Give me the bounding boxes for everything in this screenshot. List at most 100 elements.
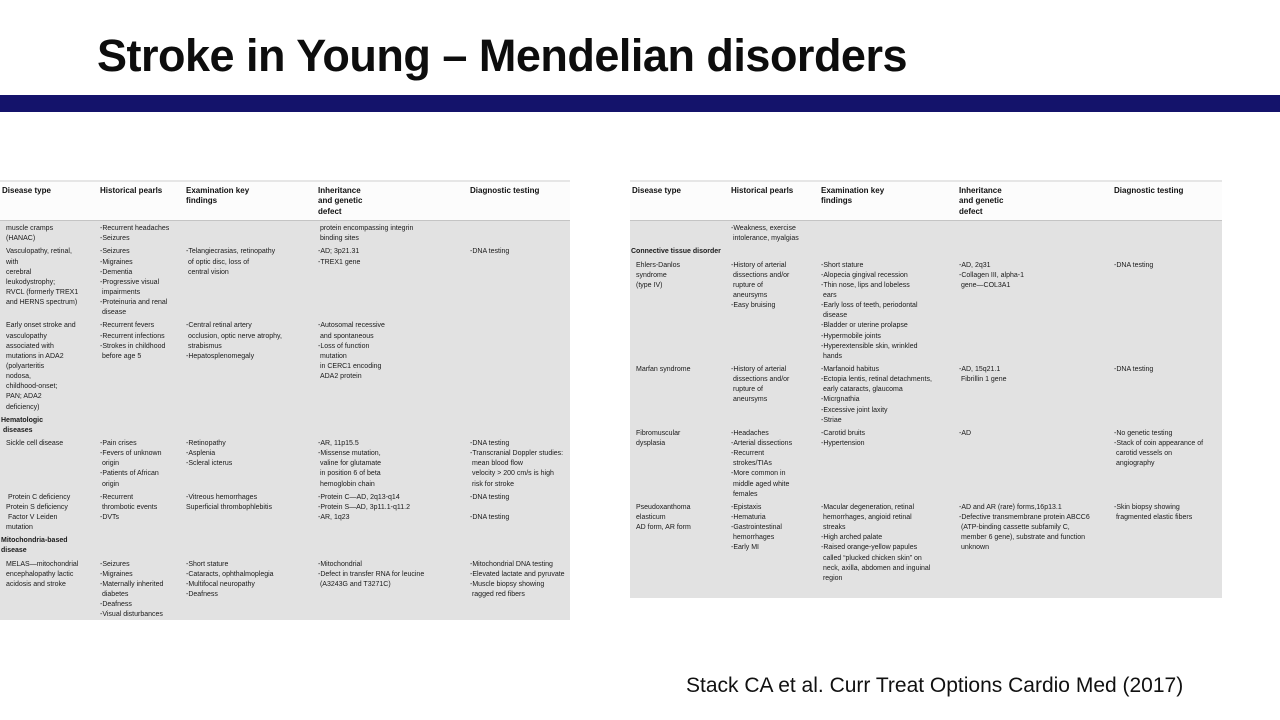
section-row: Mitochondria-based disease	[0, 536, 570, 556]
table-cell: -Pain crises -Fevers of unknown origin -…	[100, 439, 162, 488]
table-cell: -Seizures -Migraines -Maternally inherit…	[100, 560, 164, 619]
table-row: MELAS—mitochondrial encephalopathy lacti…	[0, 560, 570, 621]
table-cell: -Carotid bruits -Hypertension	[821, 429, 865, 447]
column-header: Disease type	[632, 186, 681, 195]
table-row: Marfan syndrome -History of arterial diss…	[630, 365, 1222, 426]
table-body: muscle cramps (HANAC) -Recurrent headache…	[0, 220, 570, 621]
table-cell	[470, 416, 570, 436]
table-cell: -Central retinal artery occlusion, optic…	[186, 322, 282, 360]
column-header: Diagnostic testing	[470, 186, 540, 195]
table-cell: Sickle cell disease	[6, 439, 64, 447]
table-cell: -AD	[959, 429, 972, 437]
slide-title: Stroke in Young – Mendelian disorders	[97, 30, 908, 81]
table-header-row: Disease type Historical pearls Examination…	[630, 182, 1222, 221]
table-cell: -Mitochondrial DNA testing -Elevated lac…	[470, 560, 565, 598]
table-cell: Vasculopathy, retinal, with cerebral leu…	[6, 248, 79, 307]
column-header: Inheritance and genetic defect	[318, 186, 363, 216]
table-cell	[959, 247, 1114, 257]
table-cell: -Telangiecrasias, retinopathy of optic d…	[186, 248, 276, 276]
table-row: Ehlers-Danlos syndrome (type IV) -History…	[630, 261, 1222, 362]
table-cell: -Skin biopsy showing fragmented elastic …	[1114, 503, 1193, 521]
table-cell: -No genetic testing -Stack of coin appea…	[1114, 429, 1204, 468]
table-cell	[100, 536, 186, 556]
table-cell	[821, 224, 959, 244]
table-cell: Pseudoxanthoma elasticum AD form, AR for…	[636, 503, 691, 532]
table-row: muscle cramps (HANAC) -Recurrent headache…	[0, 224, 570, 244]
table-cell: muscle cramps (HANAC)	[6, 225, 54, 243]
table-cell: -DNA testing	[470, 248, 510, 256]
section-row: Connective tissue disorder	[630, 247, 1222, 257]
table-cell: -History of arterial dissections and/or …	[731, 261, 790, 310]
column-header: Examination key findings	[821, 186, 885, 206]
table-cell: -Autosomal recessive and spontaneous -Lo…	[318, 322, 385, 381]
table-cell: -AD, 2q31 -Collagen III, alpha-1 gene—CO…	[959, 261, 1024, 289]
table-cell: -Macular degeneration, retinal hemorrhag…	[821, 503, 931, 582]
table-row: -Weakness, exercise intolerance, myalgia…	[630, 224, 1222, 244]
table-cell: -Recurrent thrombotic events -DVTs	[100, 493, 158, 521]
table-cell: -Marfanoid habitus -Ectopia lentis, reti…	[821, 366, 932, 424]
table-cell	[186, 416, 318, 436]
table-cell	[1114, 224, 1222, 244]
table-cell: -AR, 11p15.5 -Missense mutation, valine …	[318, 439, 382, 488]
table-cell: -Short stature -Alopecia gingival recess…	[821, 261, 918, 360]
table-cell	[318, 536, 470, 556]
table-cell: -DNA testing	[1114, 261, 1154, 269]
table-row: Vasculopathy, retinal, with cerebral leu…	[0, 247, 570, 318]
table-cell: -Mitochondrial -Defect in transfer RNA f…	[318, 560, 425, 588]
table-cell: -AD, 15q21.1 Fibrillin 1 gene	[959, 366, 1007, 384]
column-header: Examination key findings	[186, 186, 250, 206]
column-header: Historical pearls	[100, 186, 163, 195]
table-cell: Early onset stroke and vasculopathy asso…	[6, 322, 76, 411]
table-row: Protein C deficiency Protein S deficienc…	[0, 493, 570, 534]
table-cell: MELAS—mitochondrial encephalopathy lacti…	[6, 560, 79, 588]
column-header: Inheritance and genetic defect	[959, 186, 1004, 216]
section-row: Hematologic diseases	[0, 416, 570, 436]
table-cell	[186, 224, 318, 244]
table-cell	[821, 247, 959, 257]
mendelian-table-left: Disease type Historical pearls Examination…	[0, 180, 570, 623]
table-cell	[470, 536, 570, 556]
table-cell: -Vitreous hemorrhages Superficial thromb…	[186, 493, 272, 511]
table-cell: -History of arterial dissections and/or …	[731, 366, 790, 404]
table-cell: -Recurrent headaches -Seizures	[100, 225, 170, 243]
table-cell	[318, 416, 470, 436]
table-cell: Fibromuscular dysplasia	[636, 429, 681, 447]
table-cell: Mitochondria-based disease	[1, 537, 70, 555]
table-cell	[100, 416, 186, 436]
table-cell: -AD; 3p21.31 -TREX1 gene	[318, 248, 361, 266]
table-cell: -Short stature -Cataracts, ophthalmopleg…	[186, 560, 274, 598]
table-cell: -Epistaxis -Hematuria -Gastrointestinal …	[731, 503, 782, 552]
table-cell: -Seizures -Migraines -Dementia -Progress…	[100, 248, 168, 317]
table-row: Fibromuscular dysplasia -Headaches -Arter…	[630, 429, 1222, 500]
table-cell	[186, 536, 318, 556]
table-cell: -Recurrent fevers -Recurrent infections …	[100, 322, 166, 360]
table-cell	[731, 247, 821, 257]
column-header: Diagnostic testing	[1114, 186, 1184, 195]
table-cell: protein encompassing integrin binding si…	[319, 225, 414, 243]
table-cell: Protein C deficiency Protein S deficienc…	[6, 493, 71, 532]
table-cell: Connective tissue disorder	[631, 248, 721, 256]
table-cell: -Protein C—AD, 2q13-q14 -Protein S—AD, 3…	[318, 493, 410, 521]
table-cell: -Retinopathy -Asplenia -Scleral icterus	[186, 439, 233, 468]
table-row: Pseudoxanthoma elasticum AD form, AR for…	[630, 503, 1222, 584]
citation-text: Stack CA et al. Curr Treat Options Cardi…	[686, 674, 1184, 697]
table-cell: -DNA testing	[1114, 366, 1154, 373]
table-cell: -Headaches -Arterial dissections -Recurr…	[731, 429, 793, 498]
table-cell	[1114, 247, 1222, 257]
table-cell: -DNA testing -DNA testing	[470, 493, 510, 521]
table-cell: -Weakness, exercise intolerance, myalgia…	[731, 225, 799, 243]
column-header: Historical pearls	[731, 186, 794, 195]
table-cell: -AD and AR (rare) forms,16p13.1 -Defecti…	[959, 503, 1090, 552]
table-row: Early onset stroke and vasculopathy asso…	[0, 321, 570, 412]
table-cell	[630, 224, 731, 244]
accent-bar	[0, 95, 1280, 112]
mendelian-table-right: Disease type Historical pearls Examination…	[630, 180, 1222, 599]
table-header-row: Disease type Historical pearls Examination…	[0, 182, 570, 221]
table-cell	[470, 224, 570, 244]
table-cell	[959, 224, 1114, 244]
table-cell	[470, 321, 570, 412]
table-cell: Marfan syndrome	[636, 366, 691, 373]
column-header: Disease type	[2, 186, 51, 195]
table-cell: Hematologic diseases	[1, 416, 44, 434]
table-cell: Ehlers-Danlos syndrome (type IV)	[636, 261, 680, 289]
